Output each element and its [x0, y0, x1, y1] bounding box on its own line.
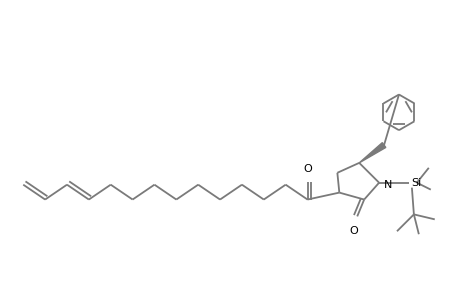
Polygon shape	[358, 142, 385, 163]
Text: O: O	[348, 226, 357, 236]
Text: Si: Si	[410, 178, 420, 188]
Text: O: O	[302, 164, 311, 174]
Text: N: N	[383, 180, 392, 190]
